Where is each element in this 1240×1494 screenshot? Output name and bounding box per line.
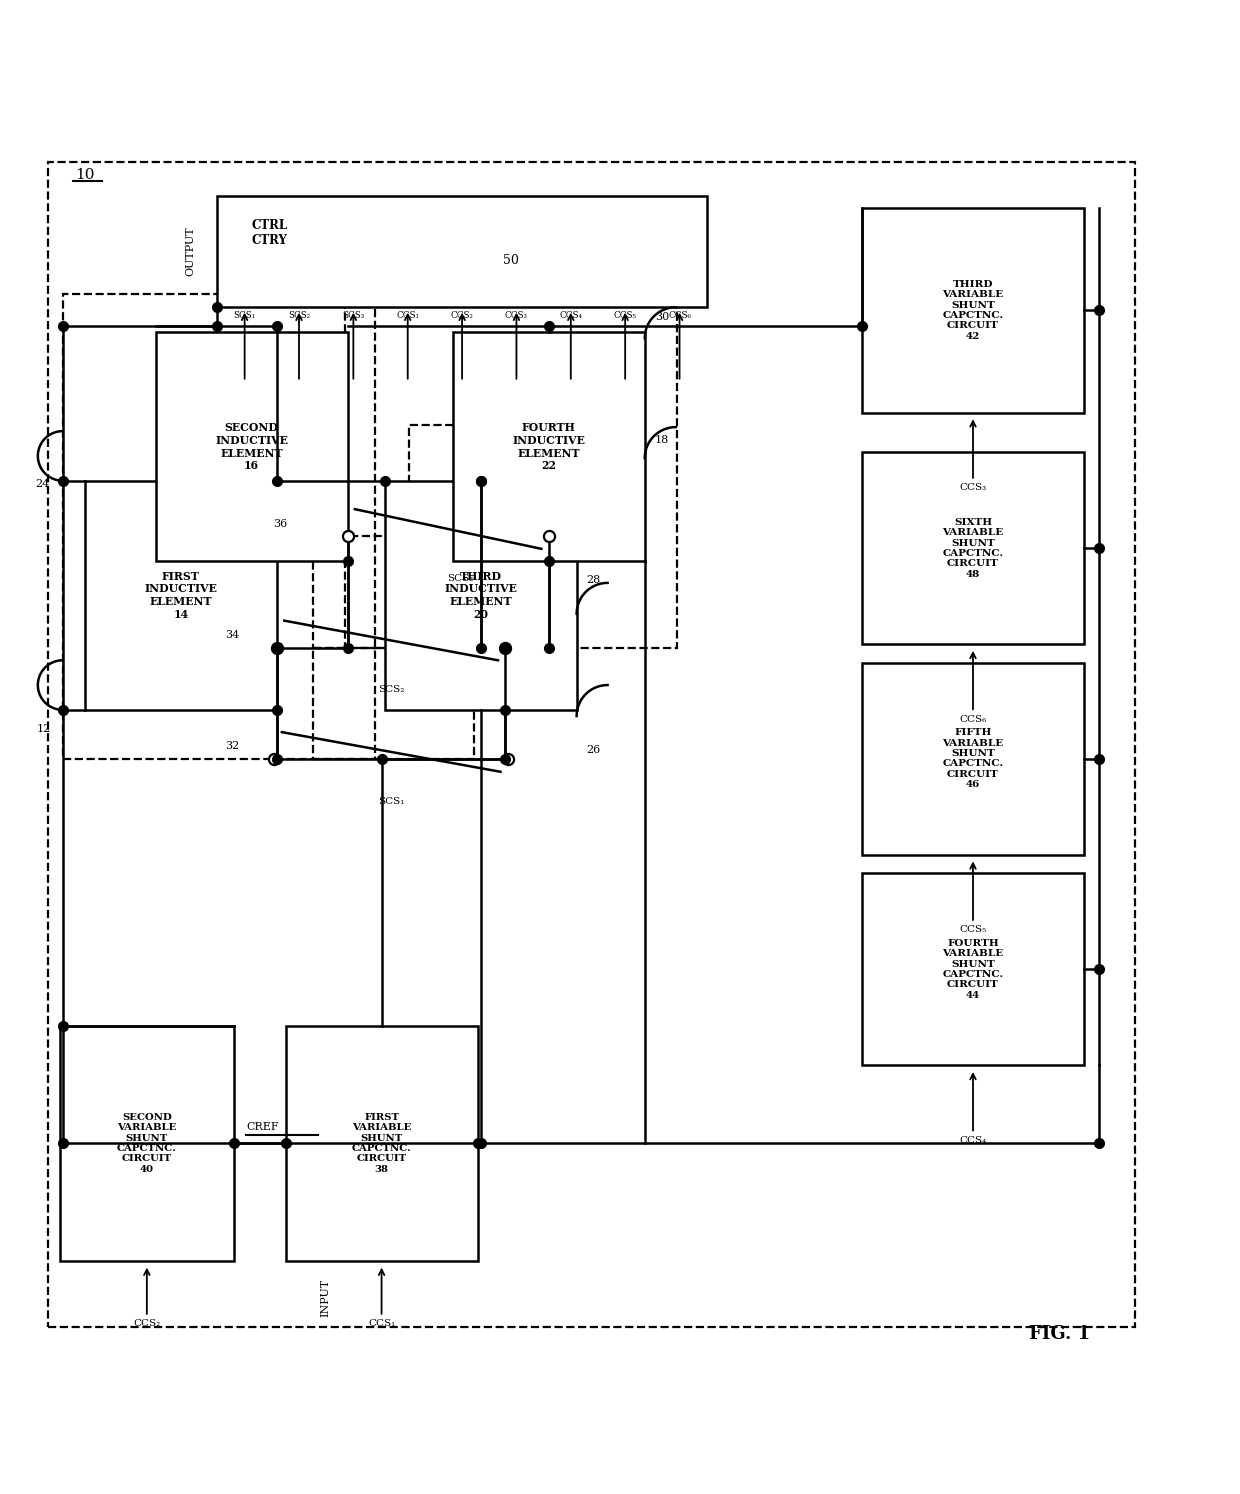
- Text: THIRD
INDUCTIVE
ELEMENT
20: THIRD INDUCTIVE ELEMENT 20: [444, 571, 517, 620]
- Text: 36: 36: [273, 518, 288, 529]
- Text: SCS₁: SCS₁: [378, 796, 404, 805]
- FancyBboxPatch shape: [453, 332, 645, 562]
- Text: 24: 24: [36, 480, 50, 489]
- Text: CCS₆: CCS₆: [960, 714, 987, 723]
- FancyBboxPatch shape: [217, 196, 707, 308]
- Text: FIG. 1: FIG. 1: [1029, 1325, 1090, 1343]
- Text: CCS₁: CCS₁: [397, 311, 419, 320]
- Text: 28: 28: [587, 575, 601, 584]
- Text: THIRD
VARIABLE
SHUNT
CAPCTNC.
CIRCUIT
42: THIRD VARIABLE SHUNT CAPCTNC. CIRCUIT 42: [942, 279, 1003, 341]
- Text: 18: 18: [655, 435, 668, 445]
- Text: INPUT: INPUT: [321, 1279, 331, 1318]
- Text: CCS₆: CCS₆: [668, 311, 691, 320]
- Text: OUTPUT: OUTPUT: [185, 227, 195, 276]
- Text: 34: 34: [224, 630, 239, 639]
- FancyBboxPatch shape: [862, 663, 1085, 855]
- FancyBboxPatch shape: [84, 481, 277, 710]
- Text: FIRST
VARIABLE
SHUNT
CAPCTNC.
CIRCUIT
38: FIRST VARIABLE SHUNT CAPCTNC. CIRCUIT 38: [352, 1113, 412, 1174]
- FancyBboxPatch shape: [285, 1026, 477, 1261]
- Text: FIFTH
VARIABLE
SHUNT
CAPCTNC.
CIRCUIT
46: FIFTH VARIABLE SHUNT CAPCTNC. CIRCUIT 46: [942, 728, 1003, 789]
- Text: 10: 10: [74, 167, 94, 182]
- Text: CCS₂: CCS₂: [450, 311, 474, 320]
- Text: CCS₅: CCS₅: [960, 925, 987, 934]
- Text: CCS₅: CCS₅: [614, 311, 636, 320]
- Text: CCS₄: CCS₄: [960, 1135, 987, 1144]
- Text: 12: 12: [37, 725, 51, 734]
- Text: FIRST
INDUCTIVE
ELEMENT
14: FIRST INDUCTIVE ELEMENT 14: [145, 571, 217, 620]
- Text: CTRL
CTRY: CTRL CTRY: [252, 218, 288, 247]
- FancyBboxPatch shape: [862, 453, 1085, 644]
- Text: CREF: CREF: [246, 1122, 279, 1132]
- Text: 26: 26: [587, 746, 601, 754]
- Text: 50: 50: [503, 254, 518, 267]
- Text: SECOND
INDUCTIVE
ELEMENT
16: SECOND INDUCTIVE ELEMENT 16: [215, 421, 288, 471]
- Text: 30: 30: [655, 312, 668, 321]
- Text: SCS₃: SCS₃: [448, 574, 474, 583]
- FancyBboxPatch shape: [61, 1026, 233, 1261]
- FancyBboxPatch shape: [862, 208, 1085, 412]
- Text: SCS₂: SCS₂: [378, 686, 404, 695]
- Text: SIXTH
VARIABLE
SHUNT
CAPCTNC.
CIRCUIT
48: SIXTH VARIABLE SHUNT CAPCTNC. CIRCUIT 48: [942, 518, 1003, 578]
- Text: FOURTH
VARIABLE
SHUNT
CAPCTNC.
CIRCUIT
44: FOURTH VARIABLE SHUNT CAPCTNC. CIRCUIT 4…: [942, 938, 1003, 999]
- Text: CCS₃: CCS₃: [960, 483, 987, 492]
- Text: SCS₁: SCS₁: [233, 311, 255, 320]
- Text: SCS₃: SCS₃: [342, 311, 365, 320]
- Text: SECOND
VARIABLE
SHUNT
CAPCTNC.
CIRCUIT
40: SECOND VARIABLE SHUNT CAPCTNC. CIRCUIT 4…: [117, 1113, 177, 1174]
- Text: FOURTH
INDUCTIVE
ELEMENT
22: FOURTH INDUCTIVE ELEMENT 22: [512, 421, 585, 471]
- Text: CCS₁: CCS₁: [368, 1319, 396, 1328]
- Text: CCS₄: CCS₄: [559, 311, 583, 320]
- Text: CCS₃: CCS₃: [505, 311, 528, 320]
- FancyBboxPatch shape: [155, 332, 347, 562]
- FancyBboxPatch shape: [384, 481, 577, 710]
- Text: CCS₂: CCS₂: [133, 1319, 160, 1328]
- Text: 32: 32: [224, 741, 239, 751]
- Text: SCS₂: SCS₂: [288, 311, 310, 320]
- FancyBboxPatch shape: [862, 874, 1085, 1065]
